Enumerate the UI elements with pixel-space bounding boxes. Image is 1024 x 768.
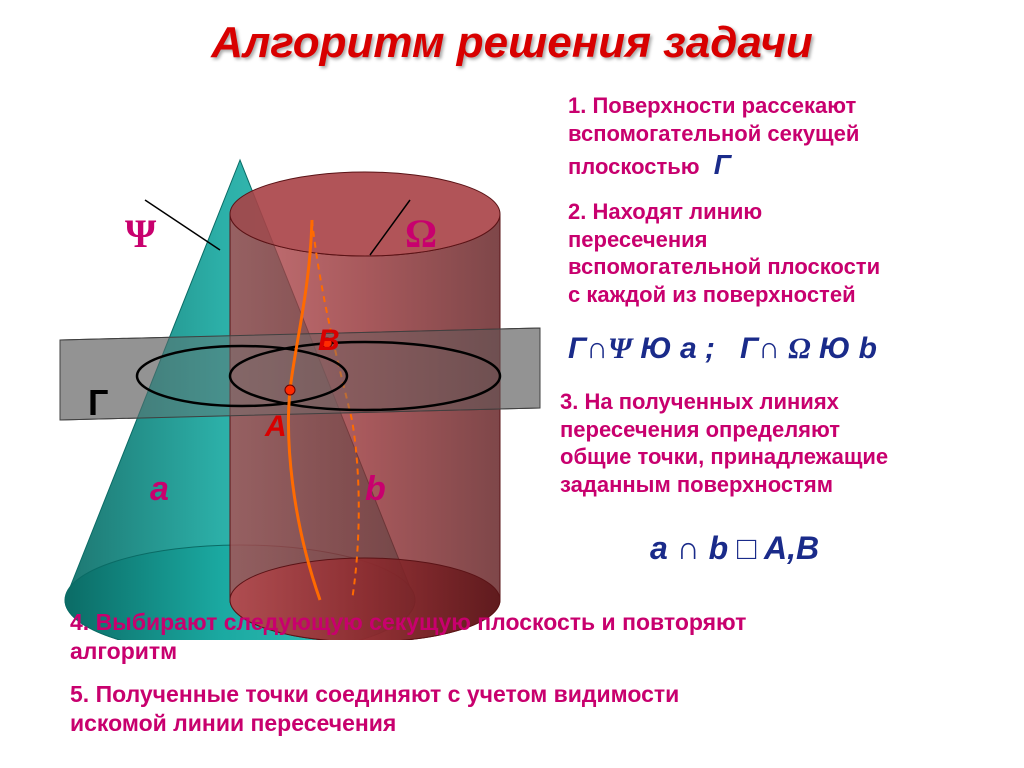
f1-i: Ю (819, 332, 850, 365)
label-curve-b: b (365, 470, 386, 509)
label-point-a: A (265, 410, 287, 444)
step-1-gamma: Г (706, 149, 731, 180)
step-2: 2. Находят линию пересечения вспомогател… (568, 198, 880, 308)
formula-1: Г∩Ψ Ю a ; Г∩ Ω Ю b (568, 332, 877, 366)
point-a (285, 385, 295, 395)
diagram-svg (20, 80, 550, 640)
step-4-line1: 4. Выбирают следующую секущую плоскость … (70, 608, 746, 637)
cylinder-top (230, 172, 500, 256)
label-curve-a: a (150, 470, 169, 509)
step-2-line1: 2. Находят линию (568, 198, 880, 226)
f1-a: Г (568, 332, 586, 365)
label-gamma: Г (88, 382, 108, 424)
step-5: 5. Полученные точки соединяют с учетом в… (70, 680, 679, 738)
f1-g: ∩ (758, 332, 780, 365)
f1-h: Ω (788, 332, 810, 365)
step-2-line4: с каждой из поверхностей (568, 281, 880, 309)
step-4-line2: алгоритм (70, 637, 746, 666)
f1-e: a ; (680, 332, 715, 365)
step-5-line2: искомой линии пересечения (70, 709, 679, 738)
f2-b: ∩ (677, 530, 700, 566)
step-1-line2: вспомогательной секущей (568, 120, 859, 148)
step-3-line4: заданным поверхностям (560, 471, 888, 499)
label-omega: Ω (405, 210, 437, 257)
f2-e: A,B (756, 530, 819, 566)
label-psi: Ψ (125, 210, 156, 257)
page-title: Алгоритм решения задачи (0, 18, 1024, 68)
leader-psi (145, 200, 220, 250)
step-1-line1: 1. Поверхности рассекают (568, 92, 859, 120)
diagram-3d: Ψ Ω Г a b A B (20, 80, 550, 590)
f1-b: ∩ (586, 332, 608, 365)
step-3-line2: пересечения определяют (560, 416, 888, 444)
f2-c: b (709, 530, 737, 566)
label-point-b: B (318, 324, 340, 358)
step-5-line1: 5. Полученные точки соединяют с учетом в… (70, 680, 679, 709)
f2-d: □ (737, 530, 756, 566)
step-3-line3: общие точки, принадлежащие (560, 443, 888, 471)
step-3: 3. На полученных линиях пересечения опре… (560, 388, 888, 498)
formula-2: a ∩ b □ A,B (650, 530, 819, 567)
f1-f: Г (740, 332, 758, 365)
step-3-line1: 3. На полученных линиях (560, 388, 888, 416)
step-1-line3a: плоскостью (568, 154, 700, 179)
step-1: 1. Поверхности рассекают вспомогательной… (568, 92, 859, 182)
f2-a: a (650, 530, 668, 566)
f1-j: b (859, 332, 877, 365)
step-2-line3: вспомогательной плоскости (568, 253, 880, 281)
f1-c: Ψ (608, 332, 632, 365)
f1-d: Ю (640, 332, 671, 365)
step-2-line2: пересечения (568, 226, 880, 254)
step-1-line3: плоскостью Г (568, 147, 859, 182)
step-4: 4. Выбирают следующую секущую плоскость … (70, 608, 746, 666)
